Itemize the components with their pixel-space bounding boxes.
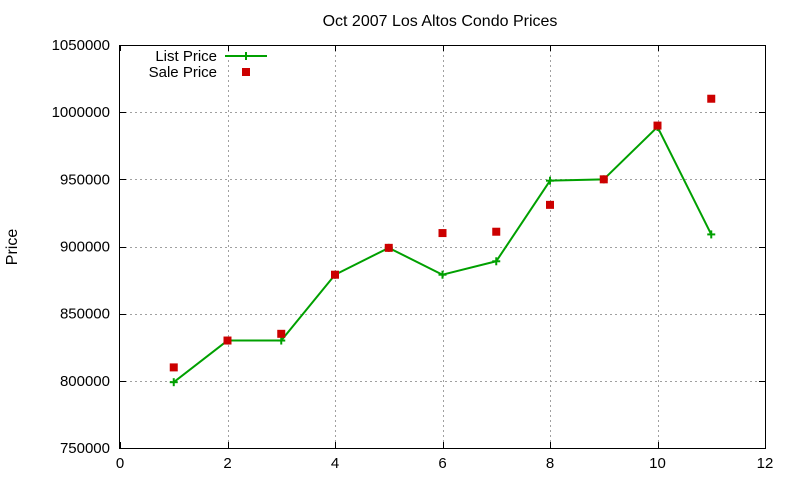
- y-tick-label: 850000: [60, 306, 110, 323]
- sale-price-point: [492, 227, 501, 236]
- sale-price-point: [331, 270, 339, 279]
- x-tick-label: 6: [438, 455, 446, 472]
- sale-price-point: [546, 200, 554, 209]
- list-price-point: [169, 378, 178, 387]
- sale-price-point: [707, 94, 716, 103]
- list-price-line: [173, 125, 713, 383]
- legend-swatch-marker: [242, 52, 250, 60]
- sale-price-point: [384, 243, 393, 252]
- x-tick-label: 2: [223, 455, 231, 472]
- legend-swatch-marker: [242, 68, 250, 76]
- plot-series: [169, 94, 716, 387]
- x-tick-label: 4: [331, 455, 339, 472]
- sale-price-point: [599, 175, 608, 184]
- plot-frame: [119, 45, 766, 449]
- x-tick-label: 8: [546, 455, 554, 472]
- list-price-point: [277, 336, 286, 345]
- gridlines: [120, 45, 765, 448]
- sale-price-point: [653, 121, 662, 130]
- y-tick-label: 1050000: [52, 37, 110, 54]
- list-price-point: [492, 257, 501, 266]
- axis-ticks: 0 2 4 6 8 10 12 750000 800000 850000 900000 950000 1…: [52, 37, 774, 472]
- sale-price-point: [169, 363, 178, 372]
- sale-price-point: [223, 336, 232, 345]
- list-price-point: [546, 176, 554, 185]
- list-price-point: [707, 230, 716, 239]
- sale-price-point: [277, 329, 286, 338]
- y-tick-label: 1000000: [52, 104, 110, 121]
- y-tick-label: 800000: [60, 373, 110, 390]
- x-tick-label: 0: [116, 455, 124, 472]
- list-price-point: [438, 270, 447, 279]
- y-axis-label: Price: [4, 229, 21, 266]
- sale-price-point: [438, 229, 447, 238]
- y-tick-label: 900000: [60, 239, 110, 256]
- legend-label: Sale Price: [149, 64, 217, 81]
- x-tick-label: 10: [649, 455, 666, 472]
- legend-label: List Price: [155, 48, 217, 65]
- chart-title: Oct 2007 Los Altos Condo Prices: [323, 13, 558, 30]
- x-tick-label: 12: [757, 455, 774, 472]
- y-tick-label: 750000: [60, 440, 110, 457]
- y-tick-label: 950000: [60, 171, 110, 188]
